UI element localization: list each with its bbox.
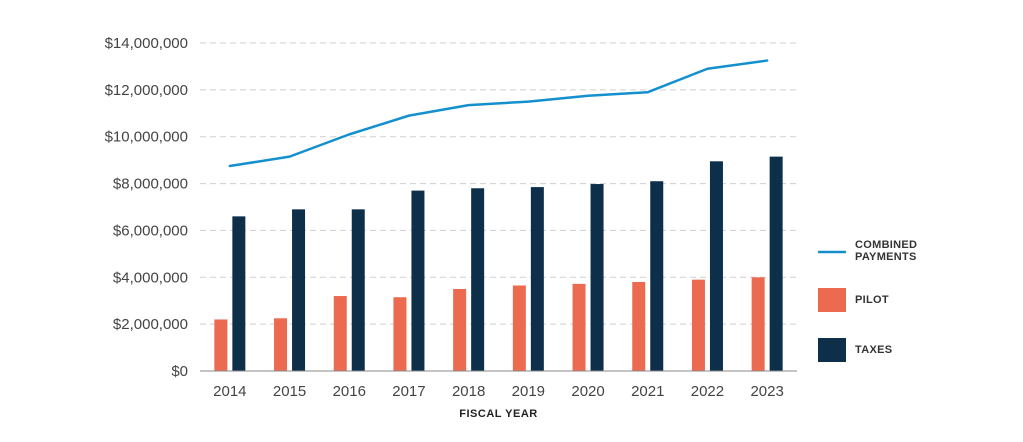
- taxes-bar-2015: [292, 209, 306, 371]
- taxes-bar-2023: [769, 156, 783, 371]
- legend-label-combined-payments: PAYMENTS: [855, 251, 917, 263]
- legend-label-pilot: PILOT: [855, 294, 889, 306]
- y-tick-label: $14,000,000: [105, 35, 188, 52]
- taxes-bar-2016: [351, 209, 365, 371]
- legend-swatch-pilot: [818, 288, 846, 312]
- y-tick-label: $6,000,000: [113, 222, 188, 239]
- x-axis-ticks: 2014 2015 2016 2017 2018 2019 2020 2021 2022 2023: [213, 383, 784, 400]
- legend-label-combined-payments: COMBINED: [855, 239, 917, 251]
- x-tick-label: 2017: [392, 383, 425, 400]
- taxes-bar-2019: [530, 187, 544, 371]
- y-axis-ticks: $0 $2,000,000 $4,000,000 $6,000,000 $8,000,0…: [105, 35, 188, 380]
- x-tick-label: 2016: [333, 383, 366, 400]
- y-tick-label: $0: [171, 363, 188, 380]
- taxes-bar-2021: [650, 181, 664, 371]
- pilot-bar-2021: [632, 281, 646, 371]
- taxes-bar-2018: [471, 188, 485, 371]
- taxes-bar-2020: [590, 184, 604, 371]
- pilot-bar-2016: [333, 296, 347, 371]
- pilot-bar-2015: [274, 318, 288, 371]
- pilot-bar-2023: [751, 277, 765, 371]
- x-tick-label: 2015: [273, 383, 306, 400]
- x-tick-label: 2020: [571, 383, 604, 400]
- gridlines: [200, 42, 797, 325]
- legend-label-taxes: TAXES: [855, 344, 892, 356]
- x-tick-label: 2019: [512, 383, 545, 400]
- taxes-bar-2022: [709, 161, 723, 371]
- x-tick-label: 2021: [631, 383, 664, 400]
- combined-payments-line: [228, 59, 769, 168]
- pilot-bar-2019: [512, 285, 526, 371]
- pilot-bar-2022: [691, 279, 705, 371]
- taxes-bar-2014: [232, 216, 246, 371]
- legend-swatch-taxes: [818, 338, 846, 362]
- x-tick-label: 2023: [750, 383, 783, 400]
- x-tick-label: 2014: [213, 383, 246, 400]
- taxes-bar-2017: [411, 190, 425, 371]
- x-tick-label: 2018: [452, 383, 485, 400]
- combined-line-group: [228, 59, 769, 168]
- x-tick-label: 2022: [691, 383, 724, 400]
- pilot-bar-2020: [572, 283, 586, 371]
- y-tick-label: $12,000,000: [105, 82, 188, 99]
- pilot-bar-2018: [453, 289, 467, 371]
- y-tick-label: $8,000,000: [113, 176, 188, 193]
- pilot-bar-2014: [214, 319, 228, 371]
- y-tick-label: $2,000,000: [113, 316, 188, 333]
- bars: [214, 156, 783, 371]
- y-tick-label: $10,000,000: [105, 129, 188, 146]
- y-tick-label: $4,000,000: [113, 269, 188, 286]
- x-axis-title: FISCAL YEAR: [459, 408, 537, 420]
- pilot-bar-2017: [393, 297, 407, 371]
